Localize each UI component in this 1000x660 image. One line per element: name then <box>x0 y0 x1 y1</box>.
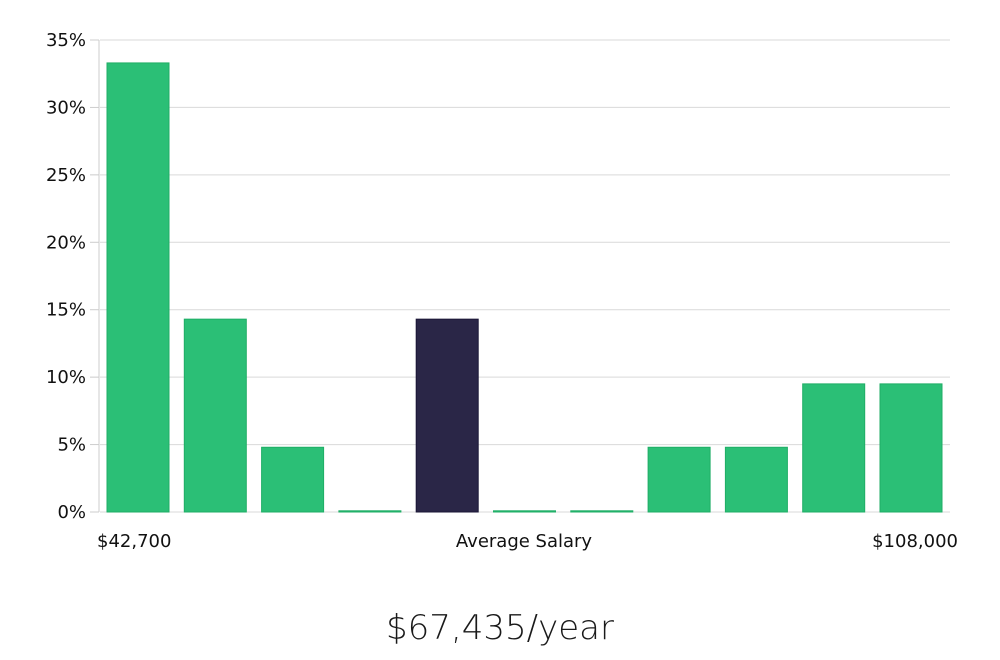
y-tick-label: 30% <box>46 97 86 118</box>
x-label-center: Average Salary <box>456 531 593 552</box>
salary-distribution-chart: 0% 5% 10% 15% 20% 25% 30% 35% $42,700 Average S… <box>46 30 958 552</box>
bar <box>802 383 866 513</box>
y-tick-label: 10% <box>46 367 86 388</box>
y-tick-label: 5% <box>57 435 86 456</box>
bar <box>183 318 247 513</box>
bar <box>724 446 788 513</box>
x-label-max: $108,000 <box>872 531 958 552</box>
y-tick-label: 0% <box>57 502 86 523</box>
bar-average-salary <box>415 318 479 513</box>
average-salary-headline: $67,435/year <box>386 608 614 648</box>
bar <box>106 62 170 513</box>
bar <box>879 383 943 513</box>
y-tick-label: 15% <box>46 300 86 321</box>
x-label-min: $42,700 <box>97 531 171 552</box>
y-tick-label: 35% <box>46 30 86 51</box>
y-tick-label: 25% <box>46 165 86 186</box>
bar <box>647 446 711 513</box>
bar <box>493 510 556 513</box>
y-axis-ticks: 0% 5% 10% 15% 20% 25% 30% 35% <box>46 30 99 523</box>
y-tick-label: 20% <box>46 232 86 253</box>
bar <box>570 510 634 513</box>
bar <box>261 446 325 513</box>
bars <box>106 62 943 513</box>
bar <box>338 510 402 513</box>
